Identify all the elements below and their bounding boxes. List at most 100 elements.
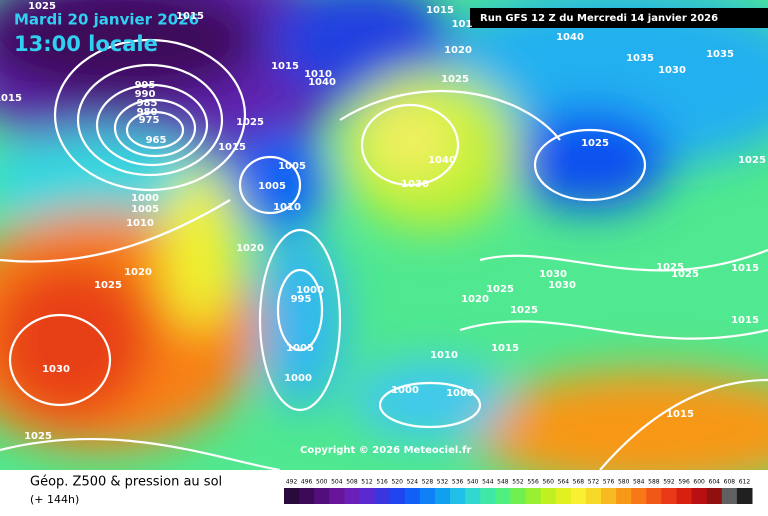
isobar-label: 1000 [296,285,324,296]
legend-swatch [555,488,572,504]
isobar-label: 1035 [626,53,654,64]
isobar-label: 1000 [446,388,474,399]
legend-swatch [419,488,436,504]
isobar-label: 1030 [42,364,70,375]
run-info: Run GFS 12 Z du Mercredi 14 janvier 2026 [480,13,718,24]
legend-value: 508 [346,479,358,486]
legend-swatch [404,488,421,504]
legend-value: 536 [452,479,464,486]
isobar-label: 1010 [430,350,458,361]
legend-value: 552 [512,479,524,486]
legend-value: 584 [633,479,645,486]
legend-value: 588 [648,479,660,486]
isobar-label: 1030 [658,65,686,76]
isobar-label: 1005 [286,343,314,354]
legend-value: 572 [588,479,600,486]
legend-swatch [585,488,602,504]
map-date: Mardi 20 janvier 2026 [14,11,199,29]
isobar-label: 1015 [176,11,204,22]
isobar-label: 975 [139,115,160,126]
copyright: Copyright © 2026 Meteociel.fr [300,445,471,456]
legend-value: 592 [663,479,675,486]
isobar-label: 1030 [539,269,567,280]
isobar-label: 1015 [666,409,694,420]
isobar-label: 1015 [271,61,299,72]
isobar-label: 995 [291,294,312,305]
run-box [470,8,768,28]
legend-value: 512 [361,479,373,486]
isobar-label: 1010 [273,202,301,213]
legend-value: 556 [527,479,539,486]
isobar-label: 1025 [441,74,469,85]
legend-value: 504 [331,479,343,486]
legend-swatch [570,488,587,504]
isobars [0,38,768,470]
legend-swatch [706,488,723,504]
legend-value: 492 [286,479,298,486]
legend-value: 576 [603,479,615,486]
isobar-label: 1000 [391,385,419,396]
isobar-label: 1030 [548,280,576,291]
legend-value: 496 [301,479,313,486]
map-time: 13:00 locale [14,32,158,56]
legend-swatch [374,488,391,504]
isobar-label: 1025 [671,269,699,280]
legend-value: 596 [678,479,690,486]
legend-swatch [691,488,708,504]
legend-value: 612 [739,479,751,486]
isobar-label: 1025 [738,155,766,166]
legend-value: 524 [407,479,419,486]
legend-value: 528 [422,479,434,486]
legend-swatch [329,488,345,504]
legend-title: Géop. Z500 & pression au sol [30,475,222,490]
legend-swatch [540,488,557,504]
isobar-label: 990 [135,89,156,100]
legend-value: 540 [467,479,479,486]
legend-value: 608 [724,479,736,486]
legend-swatch [631,488,647,504]
isobar-label: 965 [146,135,167,146]
isobar-label: 1015 [491,343,519,354]
isobar-label: 1005 [278,161,306,172]
isobar-label: 1005 [131,204,159,215]
legend-value: 548 [497,479,509,486]
isobar-label: 1040 [556,32,584,43]
legend-value: 564 [558,479,570,486]
isobar-label: 1010 [304,69,332,80]
field [0,0,768,470]
legend-swatch [601,488,617,504]
isobar-label: 1015 [218,142,246,153]
legend-value: 568 [573,479,585,486]
legend-swatch [344,488,360,504]
isobar-label: 1025 [24,431,52,442]
isobar-label: 1020 [444,45,472,56]
isobar-label: 1015 [426,5,454,16]
legend-value: 500 [316,479,328,486]
legend-swatch [284,488,300,504]
legend-swatch [434,488,451,504]
legend-value: 544 [482,479,494,486]
lead-time: (+ 144h) [30,493,79,506]
isobar-label: 1040 [428,155,456,166]
isobar-label: 1005 [258,181,286,192]
legend-swatch [721,488,738,504]
isobar-label: 1015 [731,263,759,274]
isobar-label: 1040 [308,77,336,88]
isobar-label: 1000 [131,193,159,204]
isobar-label: 1000 [284,373,312,384]
legend-swatch [510,488,527,504]
legend-swatch [359,488,376,504]
legend-swatch [495,488,511,504]
isobar-label: 1015 [731,315,759,326]
isobar-label: 980 [137,107,158,118]
isobar-label: 1025 [28,1,56,12]
legend-swatch [616,488,632,504]
isobar-label: 1025 [94,280,122,291]
legend-swatch [389,488,406,504]
legend-swatch [646,488,662,504]
isobar-label: 101 [452,19,473,30]
legend-swatch [676,488,693,504]
isobar-label: 995 [135,80,156,91]
isobar-label: 1025 [656,262,684,273]
isobar-label: 1020 [236,243,264,254]
